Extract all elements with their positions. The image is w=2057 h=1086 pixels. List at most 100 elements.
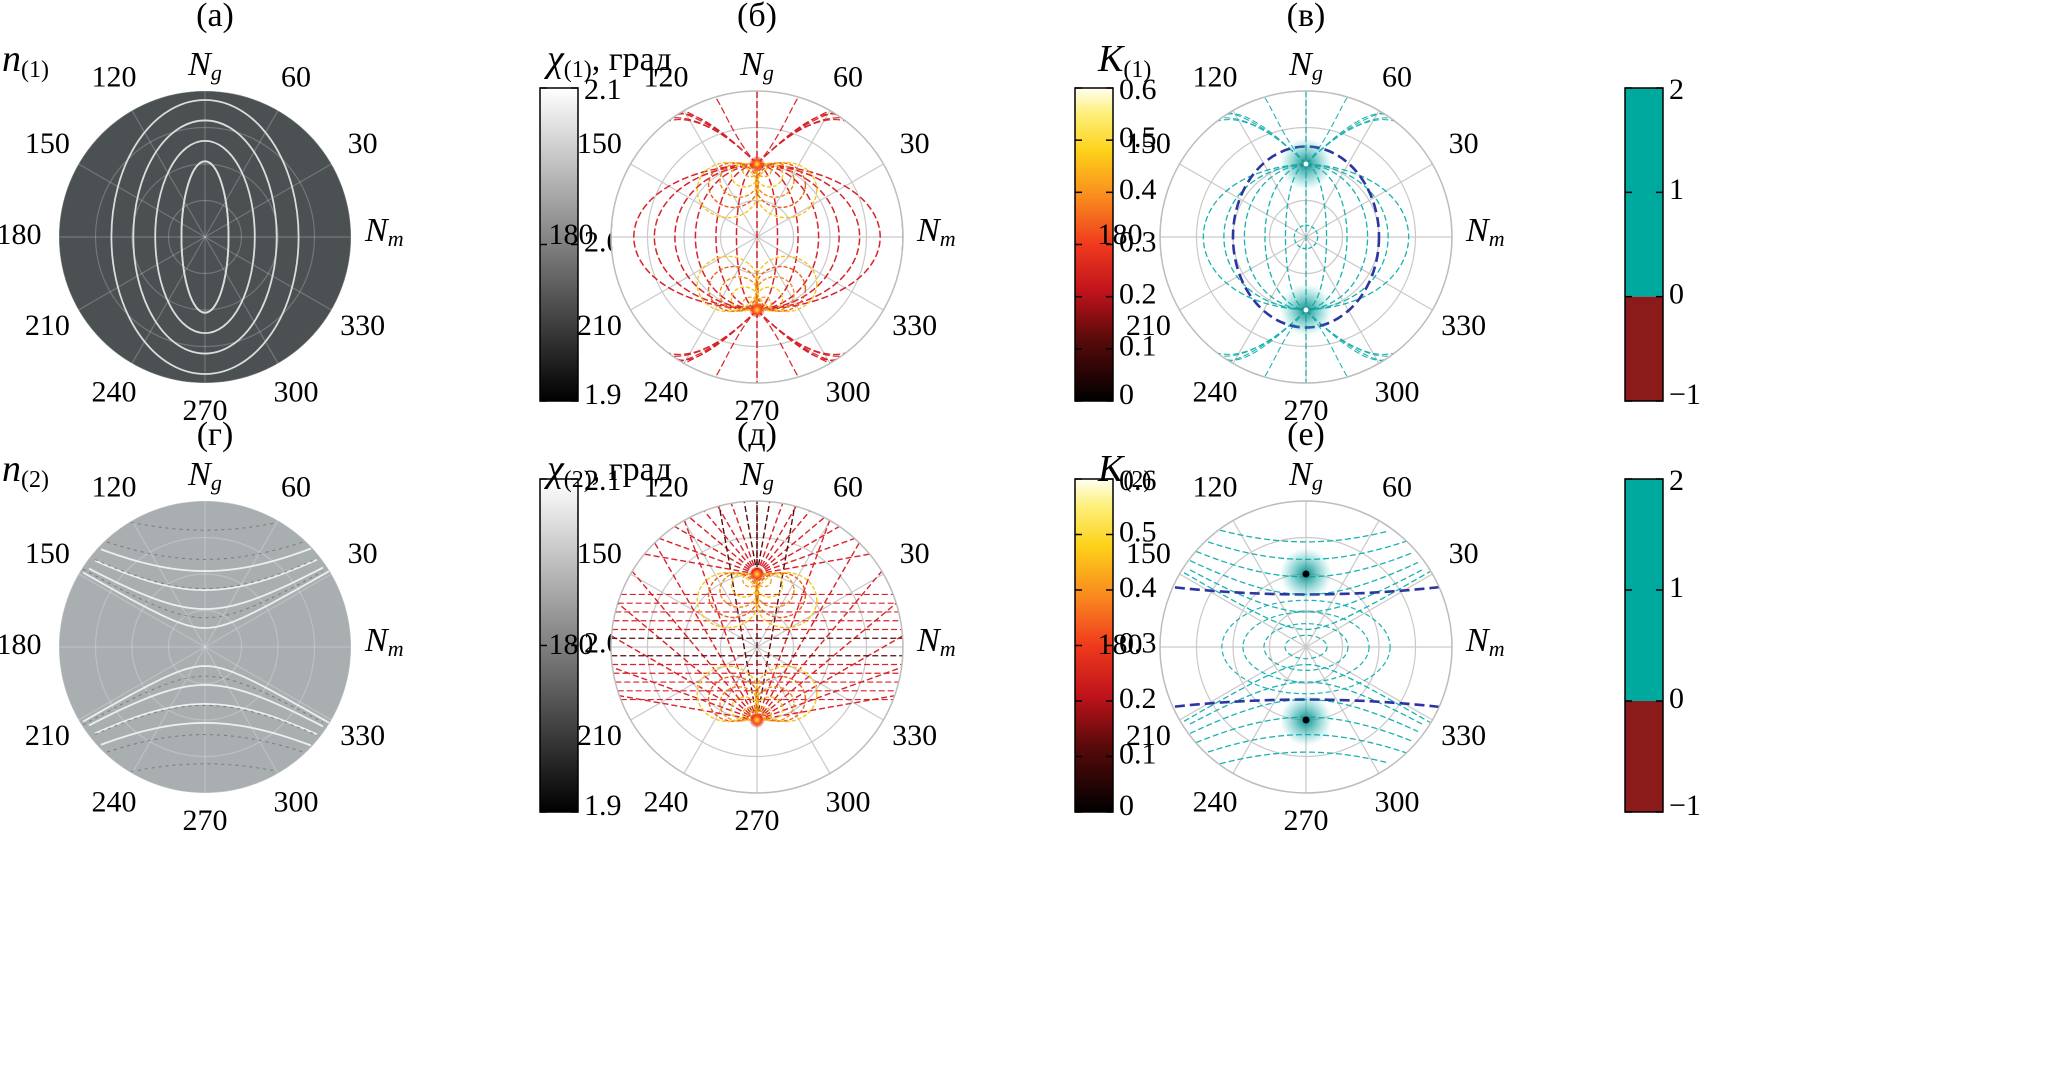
angle-label-240: 240	[644, 376, 689, 409]
contour-line	[1189, 568, 1425, 613]
colorbar-tick-label: 0.2	[1119, 682, 1157, 715]
angle-label-180: 180	[0, 628, 42, 661]
contour-line	[1183, 663, 1431, 723]
grid-spoke	[1232, 110, 1307, 238]
angle-label-150: 150	[1126, 127, 1171, 160]
axis-label-Nm: Nm	[916, 622, 956, 661]
colorbar-tick-label: 0.6	[1119, 464, 1157, 497]
radial-line	[756, 516, 825, 575]
pole-center	[1302, 570, 1310, 578]
grid-spoke	[1305, 110, 1380, 238]
grid-ring	[167, 199, 243, 275]
grid-spoke	[630, 163, 758, 238]
quantity-subscript: (2)	[1123, 467, 1151, 493]
contour-line	[1293, 224, 1319, 250]
field-line	[714, 309, 758, 378]
grid-spoke	[683, 110, 758, 238]
grid-spoke	[683, 520, 758, 648]
pole-center	[1303, 161, 1309, 167]
dashed-boundary	[1160, 584, 1452, 596]
angle-label-330: 330	[340, 719, 385, 752]
contour-line	[1189, 681, 1425, 726]
angle-label-330: 330	[892, 719, 937, 752]
grid-spoke	[1305, 573, 1433, 648]
lobe-contour	[754, 665, 818, 723]
radial-line	[756, 542, 860, 721]
grid-spoke	[1305, 163, 1433, 238]
radial-line	[611, 635, 758, 721]
colorbar-tick-label: 2.1	[584, 464, 622, 497]
field-line	[633, 163, 758, 311]
radial-line	[756, 510, 811, 575]
contour-line	[154, 139, 256, 335]
grid-spoke	[1179, 573, 1307, 648]
angle-label-240: 240	[644, 786, 689, 819]
field-line	[756, 309, 800, 378]
quantity-subscript: (2)	[21, 467, 49, 493]
radial-line	[756, 537, 855, 575]
lobe-contour	[696, 571, 760, 629]
quantity-subscript: (2)	[564, 467, 592, 493]
grid-spoke	[204, 573, 332, 648]
angle-label-330: 330	[1441, 309, 1486, 342]
axis-label-Ng: Ng	[187, 456, 222, 495]
angle-label-120: 120	[1193, 60, 1238, 93]
field-line	[674, 163, 758, 311]
angle-label-210: 210	[1126, 719, 1171, 752]
field-line	[756, 96, 800, 165]
colorbar-tick-label: 2.1	[584, 73, 622, 106]
panel-label: (д)	[737, 416, 777, 453]
contour-line	[88, 566, 324, 610]
contour-line	[106, 540, 306, 560]
angle-label-120: 120	[1193, 470, 1238, 503]
plot-area	[59, 501, 351, 793]
grid-spoke	[1232, 520, 1307, 648]
quantity-symbol: χ	[543, 38, 565, 80]
field-line	[1305, 96, 1349, 165]
contour-line	[1284, 634, 1328, 660]
pole-marker	[749, 712, 765, 728]
field-line	[756, 163, 840, 311]
grid-spoke	[1305, 646, 1380, 774]
grid-ring	[94, 536, 316, 758]
lobe-contour	[696, 665, 760, 723]
contour-line	[100, 547, 312, 572]
radial-line	[617, 602, 758, 721]
plot-area	[59, 91, 351, 383]
quantity-unit: , град	[592, 451, 672, 488]
angle-label-240: 240	[92, 376, 137, 409]
angle-label-300: 300	[1375, 786, 1420, 819]
colorbar-segment	[1625, 296, 1663, 401]
polar-frame	[1159, 500, 1453, 794]
radial-line	[612, 666, 758, 721]
grid-spoke	[204, 236, 332, 311]
quantity-symbol: K	[1097, 448, 1125, 490]
contour-line	[94, 558, 318, 591]
colorbar-tick-label: 1.9	[584, 378, 622, 411]
angle-label-180: 180	[0, 218, 42, 251]
radial-line	[756, 503, 784, 575]
contour-line	[132, 119, 278, 355]
grid-spoke	[1179, 236, 1307, 311]
grid-spoke	[756, 236, 884, 311]
angle-label-210: 210	[577, 719, 622, 752]
angle-label-60: 60	[1382, 470, 1412, 503]
panel-quantity: K(1)	[1097, 38, 1151, 83]
angle-label-30: 30	[348, 537, 378, 570]
grid-spoke	[1232, 236, 1307, 364]
angle-label-30: 30	[348, 127, 378, 160]
angle-label-120: 120	[644, 60, 689, 93]
radial-line	[756, 525, 840, 575]
grid-spoke	[1305, 646, 1433, 721]
pole-marker	[749, 566, 765, 582]
polar-frame	[610, 500, 904, 794]
axis-label-Ng: Ng	[1288, 456, 1323, 495]
contour-line	[1183, 571, 1431, 631]
field-line	[1263, 309, 1307, 378]
grid-spoke	[683, 236, 758, 364]
field-line	[1202, 163, 1307, 311]
grid-spoke	[1305, 520, 1380, 648]
angle-label-270: 270	[735, 804, 780, 837]
